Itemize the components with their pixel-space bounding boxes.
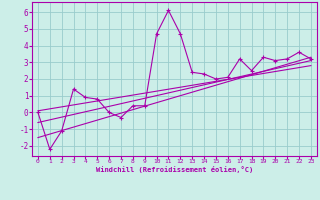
X-axis label: Windchill (Refroidissement éolien,°C): Windchill (Refroidissement éolien,°C) xyxy=(96,166,253,173)
